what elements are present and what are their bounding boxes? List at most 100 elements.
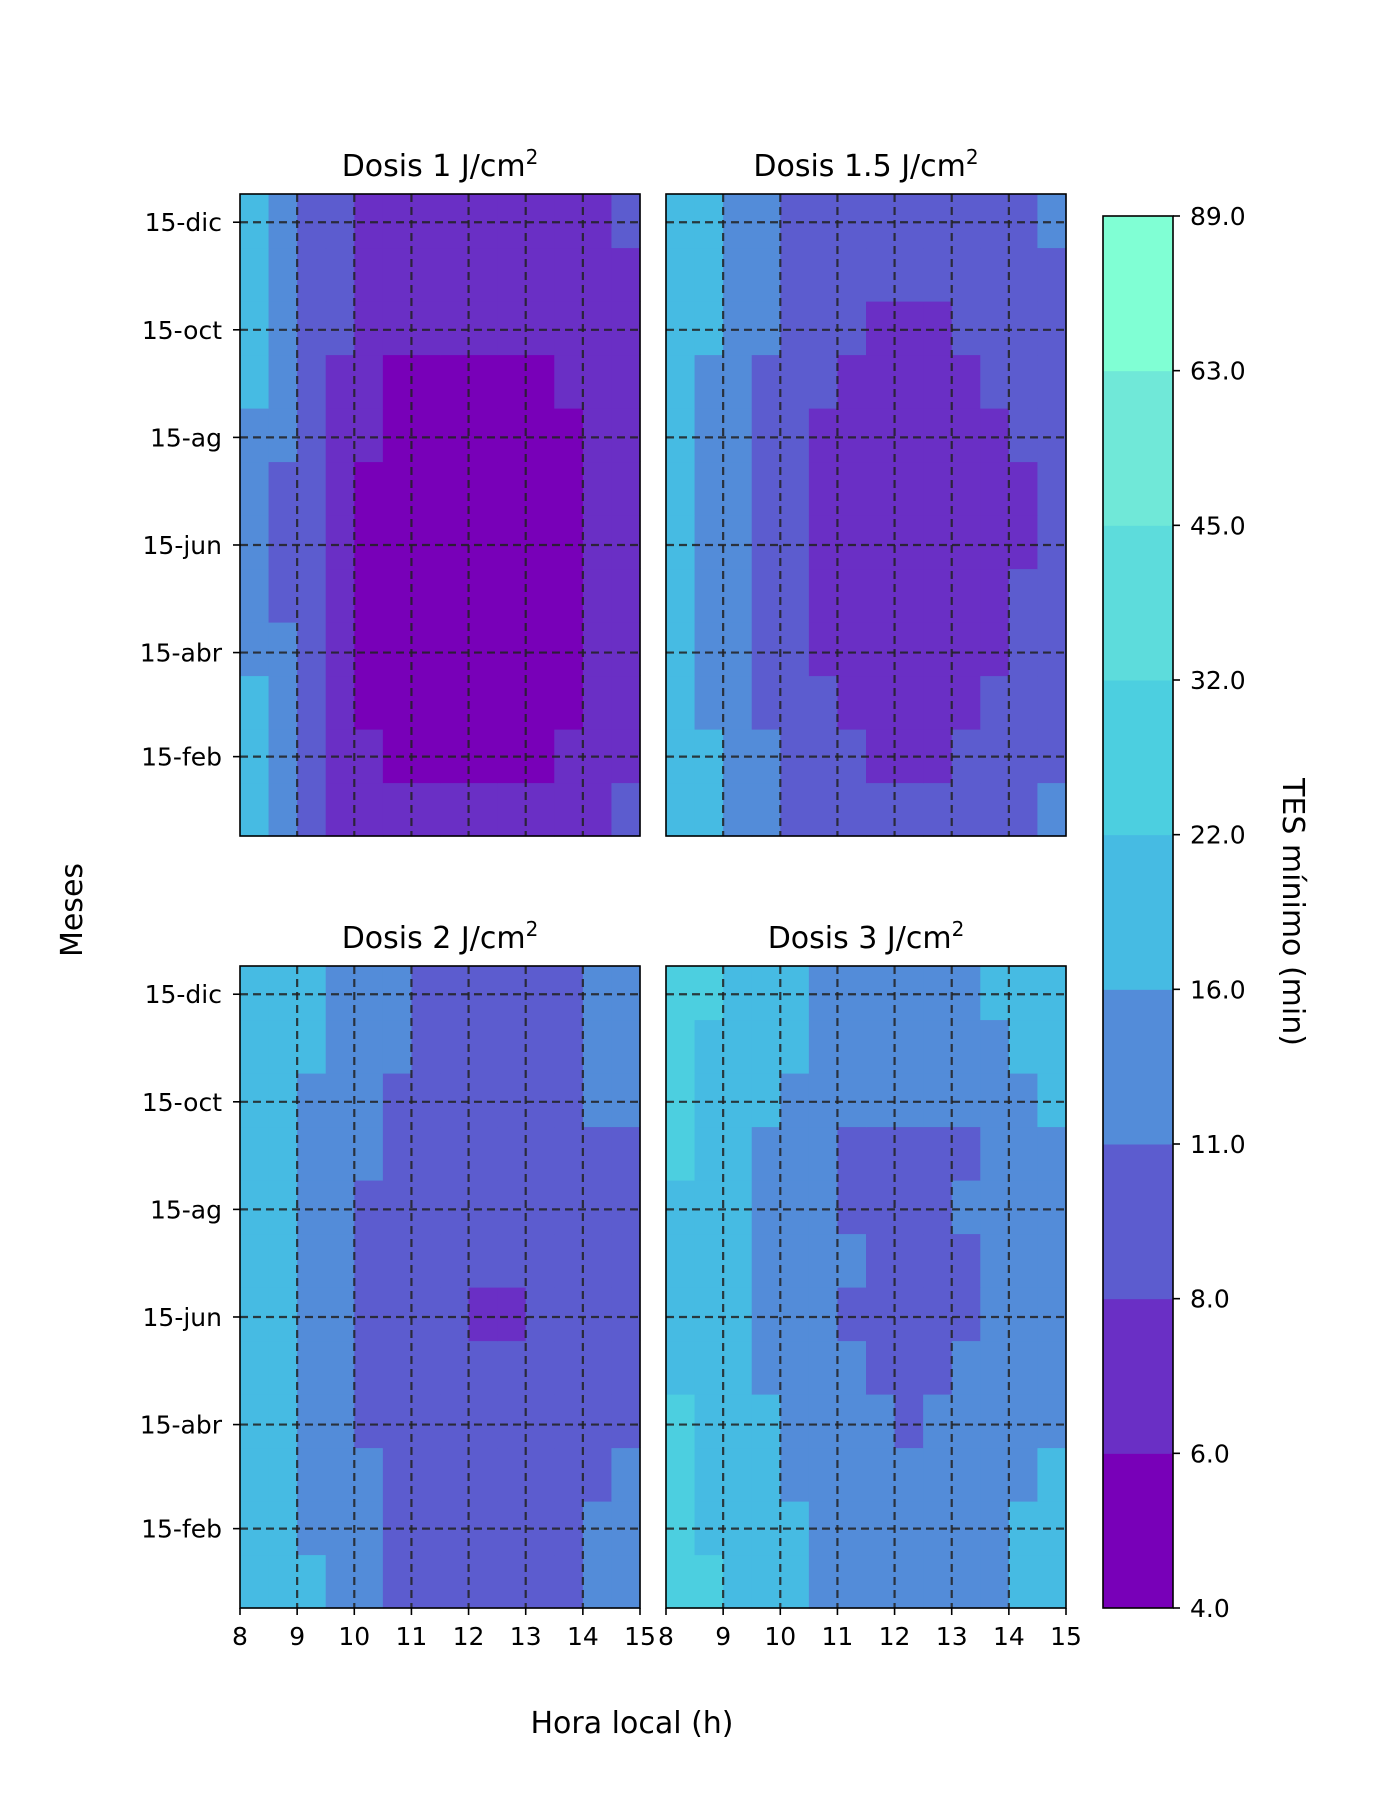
heat-cell <box>411 1233 441 1288</box>
heat-cell <box>297 354 327 409</box>
heat-cell <box>866 1287 896 1342</box>
heat-cell <box>554 1340 584 1395</box>
heat-cell <box>554 408 584 463</box>
heat-cell <box>666 354 696 409</box>
heat-cell <box>382 1394 413 1449</box>
heat-cell <box>382 247 413 302</box>
heat-cell <box>611 1126 641 1181</box>
heat-cell <box>894 408 924 463</box>
heat-cell <box>325 1287 355 1342</box>
heat-cell <box>951 1287 981 1342</box>
heat-cell <box>582 461 613 516</box>
heat-cell <box>866 1180 896 1235</box>
colorbar-segment <box>1103 680 1173 836</box>
heat-cell <box>297 1233 327 1288</box>
heat-cell <box>525 966 555 1021</box>
y-tick-label: 15-feb <box>141 743 222 772</box>
heat-cell <box>866 1073 896 1128</box>
heat-cell <box>268 461 298 516</box>
heat-cell <box>468 1394 498 1449</box>
heat-cell <box>611 247 641 302</box>
heat-cell <box>923 194 953 249</box>
heat-cell <box>1008 1447 1039 1502</box>
heat-cell <box>611 1340 641 1395</box>
heat-cell <box>751 354 781 409</box>
heat-cell <box>723 1233 753 1288</box>
heat-cell <box>554 622 584 677</box>
heat-cell <box>240 1233 270 1288</box>
heat-cell <box>837 1180 867 1235</box>
heat-cell <box>894 301 924 356</box>
heat-cell <box>525 782 555 837</box>
heat-cell <box>1008 1233 1039 1288</box>
heat-cell <box>325 1126 355 1181</box>
heat-cell <box>325 194 355 249</box>
heat-cell <box>325 301 355 356</box>
heat-cell <box>866 568 896 623</box>
heat-cell <box>866 966 896 1021</box>
heat-cell <box>440 1447 470 1502</box>
heat-cell <box>751 247 781 302</box>
heat-cell <box>554 354 584 409</box>
heat-cell <box>808 461 839 516</box>
panel-title-main: Dosis 2 J/cm <box>342 921 526 956</box>
heat-cell <box>611 301 641 356</box>
heat-cell <box>497 1019 527 1074</box>
heat-cell <box>582 408 613 463</box>
heat-cell <box>354 515 384 570</box>
heat-cell <box>497 301 527 356</box>
heat-cell <box>382 408 413 463</box>
heat-cell <box>980 247 1010 302</box>
heat-cell <box>440 461 470 516</box>
heat-cell <box>497 1233 527 1288</box>
heat-cell <box>780 966 810 1021</box>
heat-cell <box>411 1447 441 1502</box>
heat-cell <box>923 354 953 409</box>
heat-cell <box>980 515 1010 570</box>
heat-cell <box>837 782 867 837</box>
heat-cell <box>240 1340 270 1395</box>
heat-cell <box>325 408 355 463</box>
heat-cell <box>723 1394 753 1449</box>
heat-cell <box>1008 515 1039 570</box>
heat-cell <box>468 622 498 677</box>
heat-cell <box>723 782 753 837</box>
heat-cell <box>382 1554 413 1609</box>
y-tick-label: 15-jun <box>143 531 222 560</box>
heat-cell <box>354 1287 384 1342</box>
panel-title-main: Dosis 3 J/cm <box>768 921 952 956</box>
y-tick-label: 15-abr <box>140 639 223 668</box>
heat-cell <box>894 1180 924 1235</box>
heat-cell <box>411 1073 441 1128</box>
heat-cell <box>468 568 498 623</box>
heat-cell <box>497 515 527 570</box>
heat-cell <box>1008 568 1039 623</box>
panel-4: Dosis 3 J/cm2 8 9 10 11 12 13 14 15 <box>658 917 1082 1651</box>
heat-cell <box>525 1233 555 1288</box>
heat-cell <box>268 515 298 570</box>
colorbar-tick-label: 89.0 <box>1190 202 1246 231</box>
heat-cell <box>1037 1180 1067 1235</box>
heat-cell <box>923 1447 953 1502</box>
heat-cell <box>268 1340 298 1395</box>
heat-cell <box>923 408 953 463</box>
heat-cell <box>894 622 924 677</box>
heat-cell <box>837 1126 867 1181</box>
heat-cell <box>837 966 867 1021</box>
heat-cell <box>923 247 953 302</box>
x-tick-label: 14 <box>993 1622 1025 1651</box>
heat-cell <box>325 1394 355 1449</box>
heat-cell <box>382 1287 413 1342</box>
heat-cell <box>468 1073 498 1128</box>
axes-frame <box>665 965 1067 1609</box>
heat-cell <box>923 1340 953 1395</box>
heat-cell <box>411 1554 441 1609</box>
heat-cell <box>837 247 867 302</box>
panel-title-superscript: 2 <box>526 145 539 169</box>
heat-cell <box>808 568 839 623</box>
heat-cell <box>297 1019 327 1074</box>
x-tick-label: 11 <box>396 1622 428 1651</box>
heat-cell <box>751 1073 781 1128</box>
x-tick-label: 10 <box>764 1622 796 1651</box>
heat-cell <box>951 247 981 302</box>
